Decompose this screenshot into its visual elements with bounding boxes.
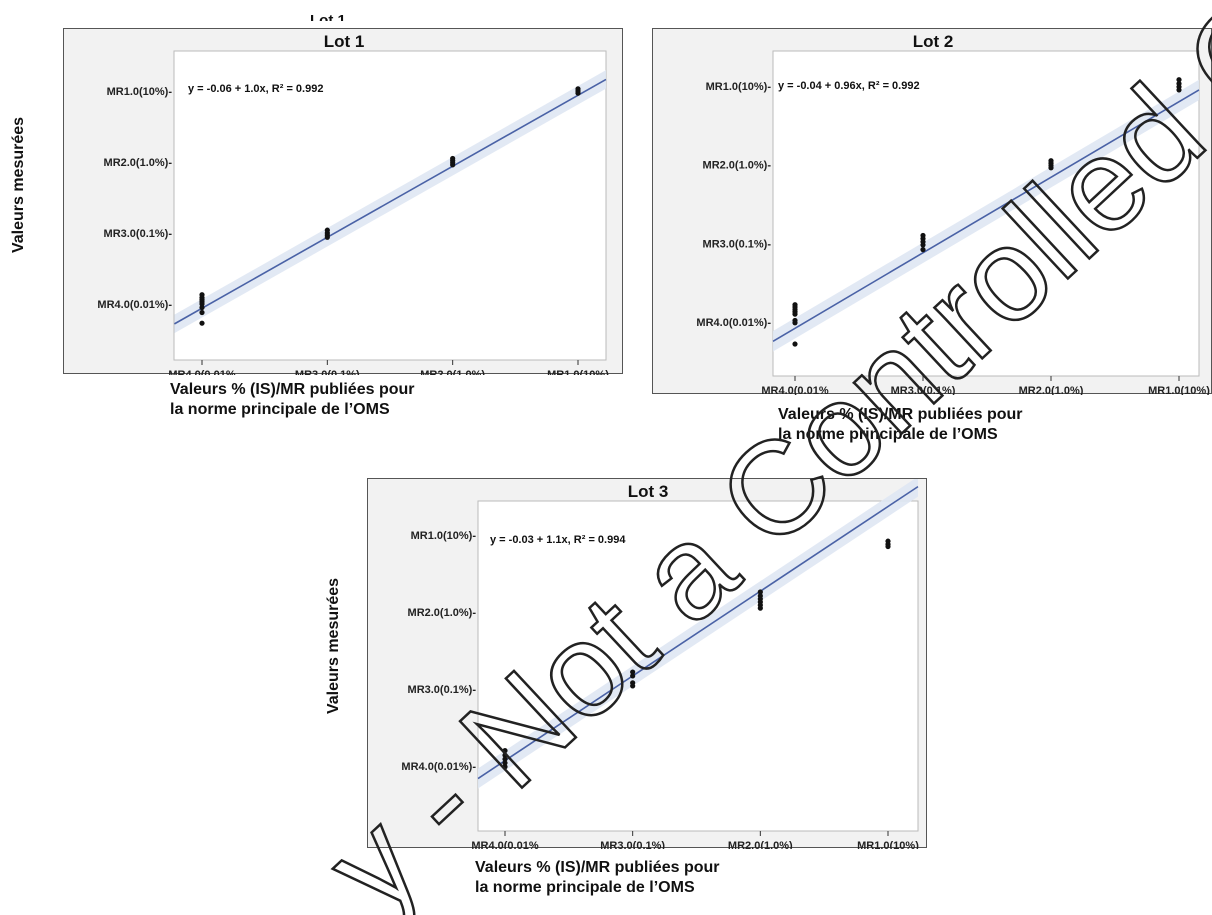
chart-panel-lot3: Lot 3 MR4.0(0.01%)- MR3.0(0.1%)- MR2.0(1.0%… xyxy=(367,478,927,849)
regression-equation: y = -0.03 + 1.1x, R² = 0.994 xyxy=(490,534,626,546)
x-tick-label: MR3.0(0.1%) xyxy=(891,385,956,395)
data-point xyxy=(792,311,798,317)
x-tick-label: MR4.0(0.01% xyxy=(761,385,828,395)
chart-svg-lot1: Lot 1 MR4.0(0.01%)- MR3.0(0.1%)- MR2.0(1.0%… xyxy=(97,32,609,375)
x-tick-label: MR3.0(0.1%) xyxy=(600,840,665,849)
x-tick-label: MR4.0(0.01% xyxy=(168,369,235,375)
data-point xyxy=(630,683,636,689)
data-point xyxy=(792,320,798,326)
x-axis-caption-lot2: Valeurs % (IS)/MR publiées pour la norme… xyxy=(778,405,1023,445)
chart-panel-lot2: Lot 2 MR4.0(0.01%)- MR3.0(0.1%)- MR2.0(1.0%… xyxy=(652,28,1212,395)
data-point xyxy=(630,669,636,675)
y-axis-label-lot1: Valeurs mesurées xyxy=(10,116,27,254)
x-tick-label: MR4.0(0.01% xyxy=(471,840,538,849)
x-axis-caption-lot1: Valeurs % (IS)/MR publiées pour la norme… xyxy=(170,380,415,420)
x-axis-caption-line2: la norme principale de l’OMS xyxy=(475,879,695,896)
data-point xyxy=(885,543,891,550)
x-axis-caption-line1: Valeurs % (IS)/MR publiées pour xyxy=(475,859,720,876)
data-point xyxy=(920,242,926,248)
regression-equation: y = -0.04 + 0.96x, R² = 0.992 xyxy=(778,80,920,92)
x-axis-caption-lot3: Valeurs % (IS)/MR publiées pour la norme… xyxy=(475,858,720,898)
chart-svg-lot3: Lot 3 MR4.0(0.01%)- MR3.0(0.1%)- MR2.0(1.0%… xyxy=(401,479,919,849)
regression-line xyxy=(477,485,919,780)
data-point xyxy=(502,752,508,758)
x-tick-label: MR2.0(1.0%) xyxy=(728,840,793,849)
x-axis-caption-line1: Valeurs % (IS)/MR publiées pour xyxy=(170,381,415,398)
data-point xyxy=(757,589,763,595)
data-point xyxy=(920,247,926,253)
data-point xyxy=(324,234,330,240)
x-axis-caption-line2: la norme principale de l’OMS xyxy=(170,401,390,418)
data-point xyxy=(502,764,508,770)
data-point xyxy=(199,304,205,311)
x-tick-label: MR2.0(1.0%) xyxy=(1019,385,1084,395)
data-point xyxy=(575,90,581,96)
x-tick-label: MR3.0(0.1%) xyxy=(295,369,360,375)
x-tick-label: MR1.0(10%) xyxy=(547,369,609,375)
confidence-band xyxy=(478,479,918,789)
data-point xyxy=(630,673,636,679)
chart-title: Lot 1 xyxy=(324,32,365,51)
plot-area xyxy=(477,500,919,832)
data-point xyxy=(502,756,508,762)
data-point xyxy=(1048,165,1054,171)
y-tick-label: MR3.0(0.1%)- xyxy=(703,238,772,250)
top-title-fragment: Lot 1 xyxy=(310,13,346,21)
x-axis-caption-line2: la norme principale de l’OMS xyxy=(778,426,998,443)
y-tick-label: MR4.0(0.01%)- xyxy=(97,299,172,311)
chart-svg-lot2: Lot 2 MR4.0(0.01%)- MR3.0(0.1%)- MR2.0(1.0%… xyxy=(696,32,1210,395)
data-point xyxy=(450,162,456,168)
y-tick-label: MR2.0(1.0%)- xyxy=(104,157,173,169)
x-axis-caption-line1: Valeurs % (IS)/MR publiées pour xyxy=(778,406,1023,423)
y-tick-label: MR3.0(0.1%)- xyxy=(408,684,477,696)
data-point xyxy=(1176,77,1182,83)
regression-line xyxy=(772,89,1200,342)
data-point xyxy=(199,320,205,326)
data-point xyxy=(502,748,508,754)
x-tick-label: MR1.0(10%) xyxy=(857,840,919,849)
chart-title: Lot 3 xyxy=(628,482,669,501)
y-tick-label: MR1.0(10%)- xyxy=(706,81,772,93)
chart-title: Lot 2 xyxy=(913,32,954,51)
x-tick-label: MR1.0(10%) xyxy=(1148,385,1210,395)
y-tick-label: MR1.0(10%)- xyxy=(411,530,477,542)
y-axis-label-lot3: Valeurs mesurées xyxy=(325,577,342,715)
data-point xyxy=(757,605,763,611)
regression-equation: y = -0.06 + 1.0x, R² = 0.992 xyxy=(188,83,323,95)
data-point xyxy=(199,309,205,316)
y-tick-label: MR2.0(1.0%)- xyxy=(703,160,772,172)
y-tick-label: MR2.0(1.0%)- xyxy=(408,607,477,619)
chart-panel-lot1: Lot 1 MR4.0(0.01%)- MR3.0(0.1%)- MR2.0(1.0%… xyxy=(63,28,623,375)
data-point xyxy=(502,760,508,766)
y-tick-label: MR1.0(10%)- xyxy=(107,86,173,98)
x-tick-label: MR2.0(1.0%) xyxy=(420,369,485,375)
y-tick-label: MR4.0(0.01%)- xyxy=(401,761,476,773)
data-point xyxy=(1176,87,1182,93)
y-tick-label: MR4.0(0.01%)- xyxy=(696,317,771,329)
y-tick-label: MR3.0(0.1%)- xyxy=(104,228,173,240)
data-point xyxy=(792,341,798,347)
regression-line xyxy=(174,78,607,325)
